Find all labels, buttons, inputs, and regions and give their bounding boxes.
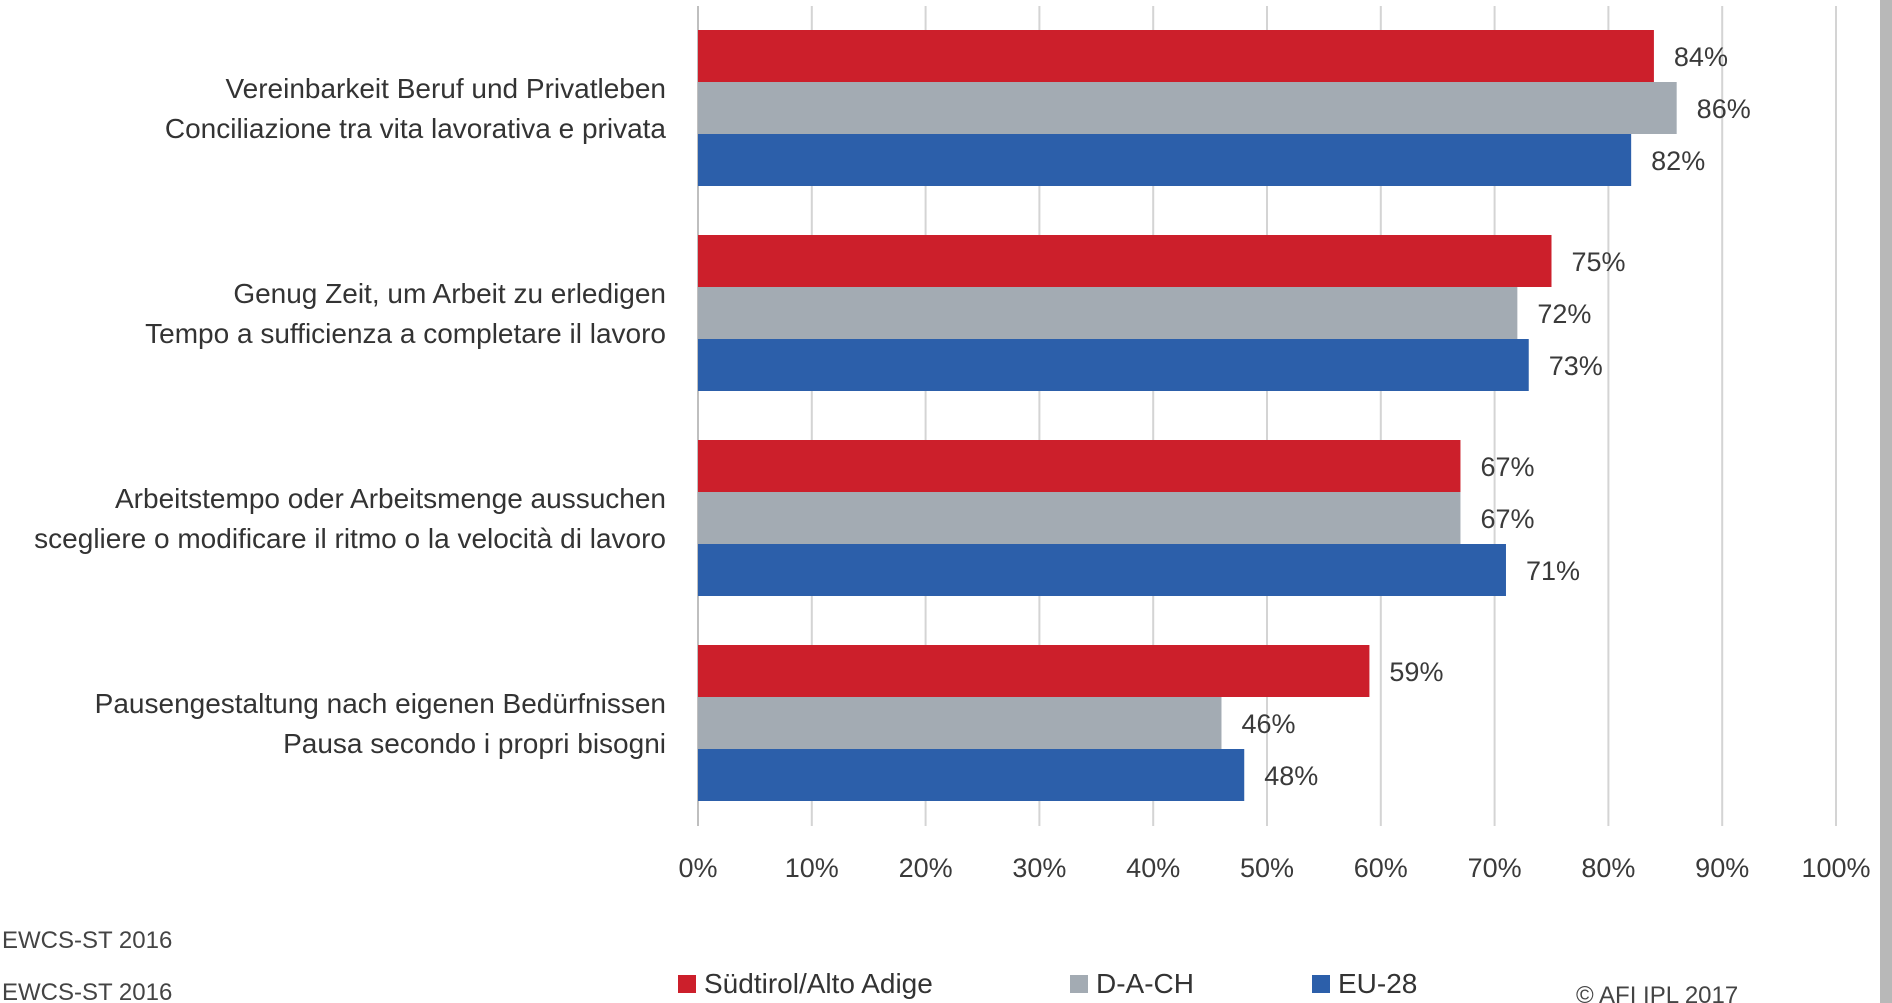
data-label: 46% xyxy=(1241,709,1295,739)
legend-label: EU-28 xyxy=(1338,968,1417,999)
x-tick-label: 30% xyxy=(1012,853,1066,883)
x-tick-label: 20% xyxy=(899,853,953,883)
data-label: 86% xyxy=(1697,94,1751,124)
category-label: Arbeitstempo oder Arbeitsmenge aussuchen xyxy=(115,483,666,514)
data-label: 71% xyxy=(1526,556,1580,586)
data-label: 75% xyxy=(1572,247,1626,277)
x-tick-label: 40% xyxy=(1126,853,1180,883)
category-label: scegliere o modificare il ritmo o la vel… xyxy=(34,523,666,554)
bar xyxy=(698,544,1506,596)
category-label: Genug Zeit, um Arbeit zu erledigen xyxy=(233,278,666,309)
data-label: 82% xyxy=(1651,146,1705,176)
bar xyxy=(698,492,1461,544)
x-axis-tick-labels: 0% 10% 20% 30% 40% 50% 60% 70% 80% 90% 100% xyxy=(678,853,1870,883)
bars xyxy=(698,30,1677,801)
legend-label: D-A-CH xyxy=(1096,968,1194,999)
x-tick-label: 90% xyxy=(1695,853,1749,883)
x-tick-label: 10% xyxy=(785,853,839,883)
category-label: Vereinbarkeit Beruf und Privatleben xyxy=(226,73,667,104)
category-label: Tempo a sufficienza a completare il lavo… xyxy=(145,318,666,349)
bar xyxy=(698,440,1461,492)
legend-swatch xyxy=(1070,975,1088,993)
data-label: 59% xyxy=(1389,657,1443,687)
bar xyxy=(698,339,1529,391)
category-labels: Vereinbarkeit Beruf und Privatleben Conci… xyxy=(34,73,666,759)
bar xyxy=(698,235,1552,287)
data-label: 72% xyxy=(1537,299,1591,329)
data-label: 73% xyxy=(1549,351,1603,381)
x-tick-label: 0% xyxy=(678,853,717,883)
bar xyxy=(698,287,1518,339)
right-edge-bar xyxy=(1880,0,1892,1003)
data-label: 67% xyxy=(1480,504,1534,534)
x-tick-label: 50% xyxy=(1240,853,1294,883)
source-line-1: EWCS-ST 2016 xyxy=(2,927,172,954)
x-tick-label: 60% xyxy=(1354,853,1408,883)
x-tick-label: 80% xyxy=(1581,853,1635,883)
copyright: © AFI IPL 2017 xyxy=(1576,982,1738,1003)
bar xyxy=(698,134,1632,186)
data-label: 84% xyxy=(1674,42,1728,72)
category-label: Pausengestaltung nach eigenen Bedürfniss… xyxy=(95,688,666,719)
x-tick-label: 100% xyxy=(1801,853,1870,883)
category-label: Pausa secondo i propri bisogni xyxy=(283,728,666,759)
category-label: Conciliazione tra vita lavorativa e priv… xyxy=(165,113,667,144)
legend-swatch xyxy=(1312,975,1330,993)
source-line-2: EWCS-ST 2016 xyxy=(2,979,172,1003)
legend-label: Südtirol/Alto Adige xyxy=(704,968,933,999)
bar xyxy=(698,645,1370,697)
footer: EWCS-ST 2016 EWCS-ST 2016 © AFI IPL 2017 xyxy=(2,927,1738,1003)
bar xyxy=(698,82,1677,134)
x-tick-label: 70% xyxy=(1468,853,1522,883)
data-label: 67% xyxy=(1480,452,1534,482)
value-labels: 84% 86% 82% 75% 72% 73% 67% 67% 71% 59% 46% 48% xyxy=(1241,42,1750,791)
legend-swatch xyxy=(678,975,696,993)
data-label: 48% xyxy=(1264,761,1318,791)
bar xyxy=(698,30,1654,82)
bar xyxy=(698,697,1222,749)
legend: Südtirol/Alto Adige D-A-CH EU-28 xyxy=(678,968,1417,999)
bar xyxy=(698,749,1245,801)
